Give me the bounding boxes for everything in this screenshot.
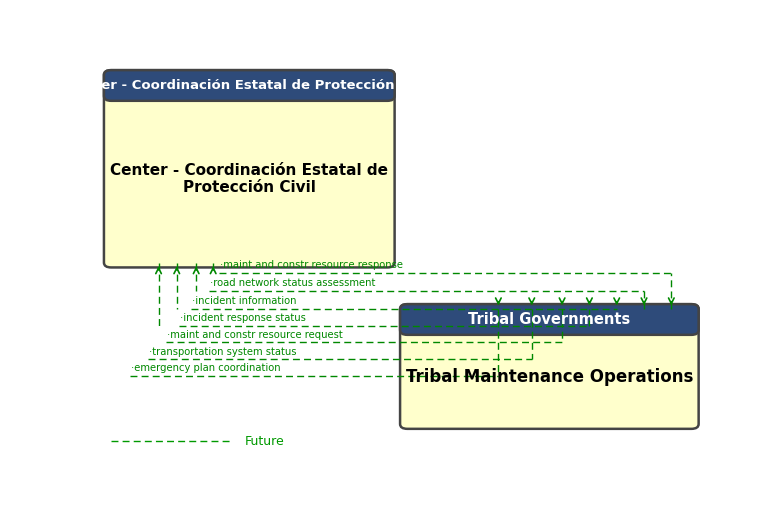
Bar — [111, 75, 388, 96]
Text: ·maint and constr resource request: ·maint and constr resource request — [167, 330, 343, 340]
FancyBboxPatch shape — [104, 70, 395, 101]
FancyBboxPatch shape — [400, 304, 698, 335]
Text: ·road network status assessment: ·road network status assessment — [210, 278, 376, 288]
Text: Future: Future — [245, 435, 284, 448]
Bar — [407, 309, 691, 330]
Text: Center - Coordinación Estatal de Protección Civil: Center - Coordinación Estatal de Protecc… — [67, 79, 431, 92]
FancyBboxPatch shape — [400, 304, 698, 429]
Text: Tribal Maintenance Operations: Tribal Maintenance Operations — [406, 368, 693, 386]
Text: ·incident response status: ·incident response status — [180, 313, 305, 323]
Text: ·transportation system status: ·transportation system status — [150, 346, 297, 357]
Text: Center - Coordinación Estatal de
Protección Civil: Center - Coordinación Estatal de Protecc… — [110, 163, 388, 195]
Text: Tribal Governments: Tribal Governments — [468, 312, 630, 327]
Text: ·incident information: ·incident information — [192, 296, 297, 306]
Text: ·maint and constr resource response: ·maint and constr resource response — [221, 260, 403, 270]
Text: ·emergency plan coordination: ·emergency plan coordination — [132, 363, 281, 373]
FancyBboxPatch shape — [104, 70, 395, 267]
